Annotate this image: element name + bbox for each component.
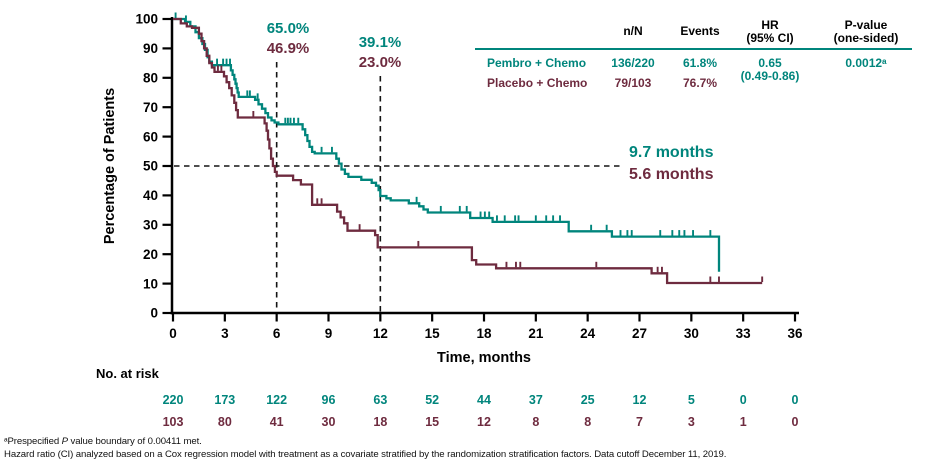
risk-count-placebo: 30 — [322, 415, 336, 429]
x-tick-label: 0 — [169, 326, 177, 341]
risk-count-pembro: 96 — [322, 393, 336, 407]
risk-count-placebo: 0 — [792, 415, 799, 429]
y-tick-label: 50 — [143, 159, 158, 174]
x-tick-label: 12 — [373, 326, 388, 341]
risk-count-placebo: 18 — [373, 415, 387, 429]
stats-header-pvalue: P-value (one-sided) — [816, 19, 916, 44]
x-tick-label: 21 — [528, 326, 544, 341]
annotation-pct-at-6-months: 65.0% 46.9% — [238, 19, 338, 59]
risk-count-pembro: 37 — [529, 393, 543, 407]
stats-header-n-N: n/N — [623, 24, 643, 38]
risk-count-placebo: 1 — [740, 415, 747, 429]
footnote1-italic-P: P — [61, 436, 68, 447]
x-tick-label: 27 — [632, 326, 647, 341]
stats-hr-value: 0.65 (0.49-0.86) — [720, 57, 820, 82]
km-curve-placebo — [173, 17, 763, 285]
risk-count-pembro: 0 — [792, 393, 799, 407]
placebo-pct-6mo: 46.9% — [266, 40, 310, 57]
risk-count-pembro: 12 — [633, 393, 647, 407]
y-tick-label: 90 — [143, 41, 158, 56]
x-tick-label: 33 — [736, 326, 752, 341]
stats-header-p-line2: (one-sided) — [833, 30, 899, 45]
x-tick-label: 24 — [580, 326, 596, 341]
risk-count-placebo: 41 — [270, 415, 284, 429]
footnote-hazard-ratio: Hazard ratio (CI) analyzed based on a Co… — [4, 449, 727, 460]
x-tick-label: 3 — [221, 326, 229, 341]
y-tick-label: 70 — [143, 100, 158, 115]
no-at-risk-label: No. at risk — [96, 366, 159, 381]
x-tick-label: 30 — [684, 326, 699, 341]
y-tick-label: 30 — [143, 218, 158, 233]
x-tick-label: 9 — [325, 326, 333, 341]
pembro-pct-12mo: 39.1% — [358, 34, 402, 51]
placebo-median: 5.6 months — [629, 166, 714, 183]
risk-count-pembro: 5 — [688, 393, 695, 407]
placebo-pct-12mo: 23.0% — [358, 54, 402, 71]
stats-header-hr: HR (95% CI) — [720, 19, 820, 44]
risk-count-pembro: 173 — [214, 393, 235, 407]
stats-header-events: Events — [680, 24, 720, 38]
risk-count-pembro: 44 — [477, 393, 491, 407]
annotation-pct-at-12-months: 39.1% 23.0% — [330, 33, 430, 73]
x-tick-label: 18 — [476, 326, 492, 341]
footnote1-suffix: value boundary of 0.00411 met. — [67, 436, 202, 447]
risk-count-pembro: 122 — [266, 393, 287, 407]
risk-count-placebo: 7 — [636, 415, 643, 429]
hr-point-estimate: 0.65 — [758, 56, 782, 70]
stats-row-pembro-nN: 136/220 — [611, 56, 655, 70]
x-tick-label: 6 — [273, 326, 281, 341]
stats-row-placebo-arm: Placebo + Chemo — [487, 76, 588, 90]
x-tick-label: 15 — [425, 326, 441, 341]
y-tick-label: 40 — [143, 188, 158, 203]
risk-count-pembro: 0 — [740, 393, 747, 407]
stats-header-hr-line1: HR — [761, 18, 779, 32]
risk-count-pembro: 25 — [581, 393, 595, 407]
risk-count-placebo: 12 — [477, 415, 491, 429]
risk-count-pembro: 220 — [163, 393, 184, 407]
km-curve-pembro — [173, 17, 721, 272]
stats-table-rule — [475, 47, 912, 50]
x-axis-title: Time, months — [437, 350, 531, 366]
risk-count-pembro: 52 — [425, 393, 439, 407]
stats-header-hr-line2: (95% CI) — [746, 30, 794, 45]
pembro-median: 9.7 months — [629, 144, 714, 161]
y-tick-label: 10 — [143, 276, 158, 291]
risk-count-placebo: 8 — [532, 415, 539, 429]
y-axis-title: Percentage of Patients — [102, 87, 118, 245]
footnote-prespecified: ᵃPrespecified P value boundary of 0.0041… — [4, 436, 202, 447]
annotation-median-survival: 9.7 months 5.6 months — [629, 142, 713, 186]
footnote1-prefix: ᵃPrespecified — [4, 436, 62, 447]
hr-confidence-interval: (0.49-0.86) — [740, 68, 800, 83]
stats-row-pembro-events: 61.8% — [682, 56, 718, 70]
risk-count-placebo: 80 — [218, 415, 232, 429]
risk-count-placebo: 103 — [163, 415, 184, 429]
y-tick-label: 100 — [135, 12, 158, 27]
stats-row-placebo-nN: 79/103 — [614, 76, 652, 90]
y-tick-label: 80 — [143, 71, 158, 86]
y-tick-label: 60 — [143, 129, 158, 144]
x-tick-label: 36 — [787, 326, 803, 341]
y-tick-label: 20 — [143, 247, 158, 262]
risk-count-placebo: 3 — [688, 415, 695, 429]
y-tick-label: 0 — [150, 306, 158, 321]
stats-header-p-line1: P-value — [844, 18, 888, 32]
risk-count-placebo: 15 — [425, 415, 439, 429]
stats-row-placebo-events: 76.7% — [682, 76, 718, 90]
risk-count-pembro: 63 — [373, 393, 387, 407]
pembro-pct-6mo: 65.0% — [266, 20, 310, 37]
stats-row-pembro-arm: Pembro + Chemo — [487, 56, 587, 70]
stats-pvalue-value: 0.0012ᵃ — [845, 56, 887, 70]
risk-count-placebo: 8 — [584, 415, 591, 429]
